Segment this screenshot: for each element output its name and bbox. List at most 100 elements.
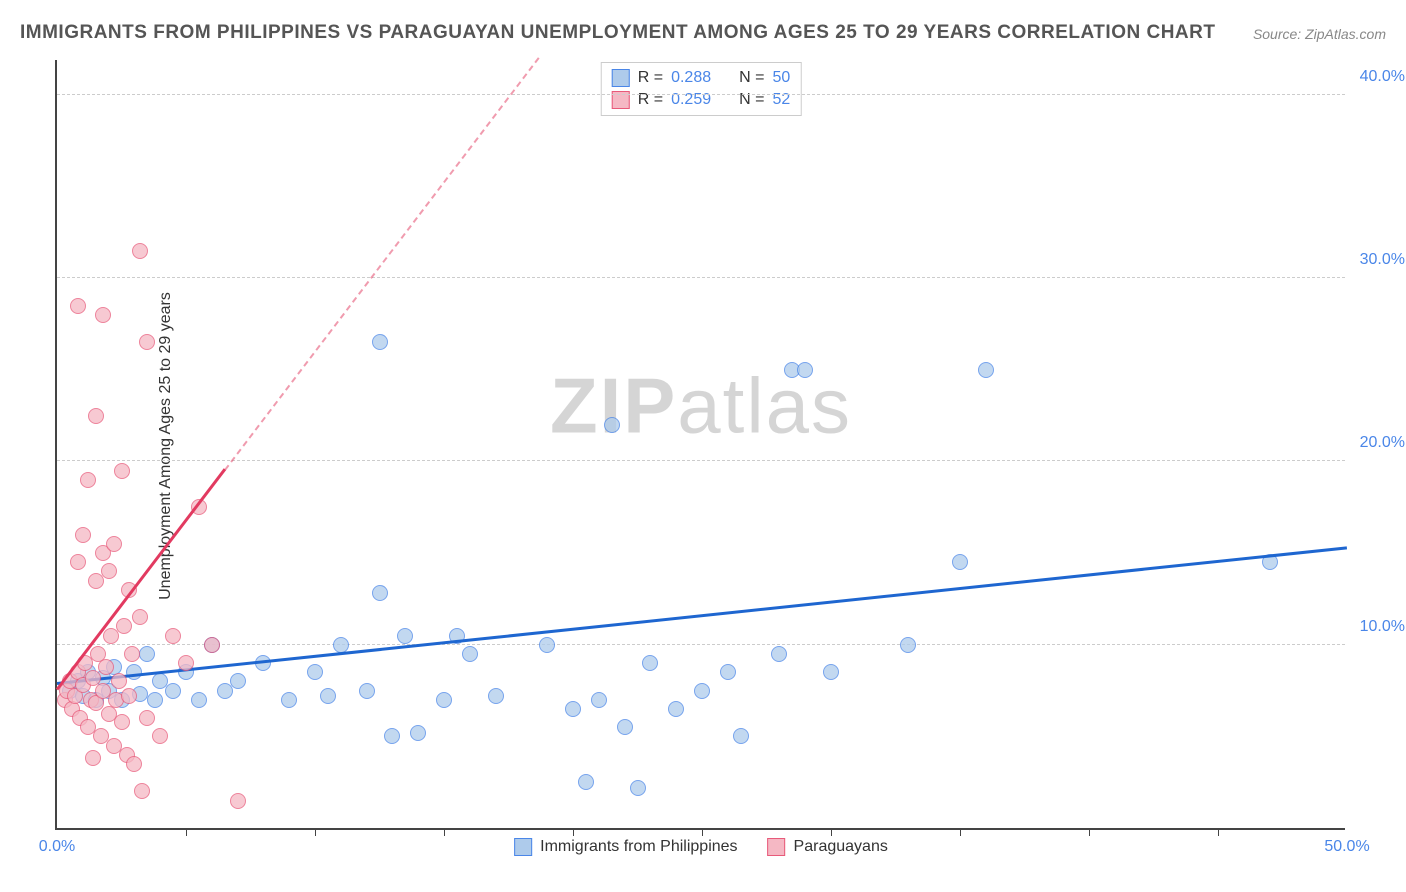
y-tick-label: 10.0%	[1360, 618, 1405, 636]
x-minor-tick	[186, 828, 187, 836]
scatter-point	[70, 298, 86, 314]
scatter-point	[165, 683, 181, 699]
grid-line	[57, 460, 1345, 461]
scatter-point	[191, 692, 207, 708]
scatter-point	[630, 780, 646, 796]
scatter-point	[132, 609, 148, 625]
scatter-point	[134, 783, 150, 799]
scatter-point	[101, 563, 117, 579]
plot-area: ZIPatlas R =0.288N =50R =0.259N =52 Immi…	[55, 60, 1345, 830]
source-attribution: Source: ZipAtlas.com	[1253, 26, 1386, 42]
scatter-point	[114, 463, 130, 479]
scatter-point	[720, 664, 736, 680]
scatter-point	[204, 637, 220, 653]
scatter-point	[132, 243, 148, 259]
scatter-point	[642, 655, 658, 671]
chart-container: IMMIGRANTS FROM PHILIPPINES VS PARAGUAYA…	[0, 0, 1406, 892]
legend-item: Paraguayans	[768, 838, 888, 856]
legend-item: Immigrants from Philippines	[514, 838, 737, 856]
scatter-point	[952, 554, 968, 570]
scatter-point	[410, 725, 426, 741]
scatter-point	[384, 728, 400, 744]
scatter-point	[307, 664, 323, 680]
scatter-point	[139, 646, 155, 662]
scatter-point	[95, 307, 111, 323]
y-tick-label: 30.0%	[1360, 251, 1405, 269]
scatter-point	[320, 688, 336, 704]
grid-line	[57, 644, 1345, 645]
trend-line	[57, 546, 1347, 685]
scatter-point	[75, 527, 91, 543]
r-label: R =	[638, 69, 663, 87]
y-tick-label: 40.0%	[1360, 68, 1405, 86]
x-minor-tick	[702, 828, 703, 836]
scatter-point	[900, 637, 916, 653]
scatter-point	[114, 714, 130, 730]
scatter-point	[121, 688, 137, 704]
x-minor-tick	[960, 828, 961, 836]
scatter-point	[111, 673, 127, 689]
correlation-legend: R = 0.288 N = 50 R =0.259N =52	[601, 62, 802, 116]
scatter-point	[147, 692, 163, 708]
scatter-point	[70, 554, 86, 570]
x-minor-tick	[1218, 828, 1219, 836]
scatter-point	[978, 362, 994, 378]
scatter-point	[823, 664, 839, 680]
x-minor-tick	[831, 828, 832, 836]
legend-swatch	[768, 838, 786, 856]
watermark-light: atlas	[677, 361, 852, 449]
scatter-point	[116, 618, 132, 634]
scatter-point	[165, 628, 181, 644]
scatter-point	[462, 646, 478, 662]
grid-line	[57, 277, 1345, 278]
scatter-point	[591, 692, 607, 708]
scatter-point	[106, 536, 122, 552]
scatter-point	[230, 673, 246, 689]
series-legend: Immigrants from Philippines Paraguayans	[514, 838, 888, 856]
scatter-point	[152, 728, 168, 744]
legend-label: Paraguayans	[794, 838, 888, 856]
x-tick-label: 50.0%	[1324, 838, 1369, 856]
scatter-point	[733, 728, 749, 744]
scatter-point	[797, 362, 813, 378]
scatter-point	[126, 756, 142, 772]
scatter-point	[85, 750, 101, 766]
r-value: 0.288	[671, 69, 711, 87]
scatter-point	[281, 692, 297, 708]
chart-title: IMMIGRANTS FROM PHILIPPINES VS PARAGUAYA…	[20, 22, 1215, 44]
trend-line-dashed	[224, 56, 540, 470]
scatter-point	[372, 585, 388, 601]
grid-line	[57, 94, 1345, 95]
scatter-point	[694, 683, 710, 699]
legend-label: Immigrants from Philippines	[540, 838, 737, 856]
x-minor-tick	[444, 828, 445, 836]
x-minor-tick	[1089, 828, 1090, 836]
scatter-point	[178, 655, 194, 671]
scatter-point	[139, 334, 155, 350]
scatter-point	[88, 408, 104, 424]
n-label: N =	[739, 69, 764, 87]
x-minor-tick	[573, 828, 574, 836]
scatter-point	[333, 637, 349, 653]
legend-swatch	[514, 838, 532, 856]
scatter-point	[124, 646, 140, 662]
legend-row: R =0.259N =52	[612, 89, 791, 111]
scatter-point	[80, 472, 96, 488]
scatter-point	[230, 793, 246, 809]
watermark-bold: ZIP	[550, 361, 677, 449]
scatter-point	[397, 628, 413, 644]
scatter-point	[139, 710, 155, 726]
scatter-point	[578, 774, 594, 790]
scatter-point	[565, 701, 581, 717]
n-value: 50	[772, 69, 790, 87]
scatter-point	[668, 701, 684, 717]
scatter-point	[98, 659, 114, 675]
scatter-point	[771, 646, 787, 662]
scatter-point	[372, 334, 388, 350]
x-minor-tick	[315, 828, 316, 836]
scatter-point	[617, 719, 633, 735]
scatter-point	[359, 683, 375, 699]
scatter-point	[488, 688, 504, 704]
scatter-point	[604, 417, 620, 433]
x-tick-label: 0.0%	[39, 838, 75, 856]
